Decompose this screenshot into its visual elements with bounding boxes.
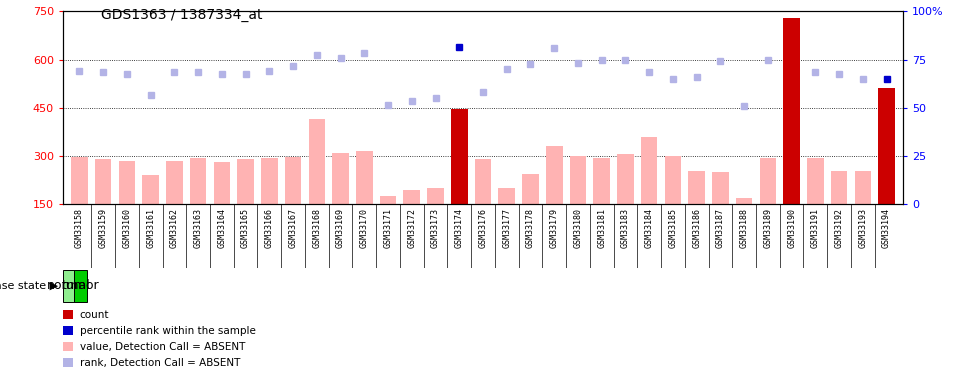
Bar (166, 161, 183, 204)
Bar (356, 151, 373, 204)
Bar (712, 172, 728, 204)
Bar (63, 270, 73, 302)
Text: GSM33189: GSM33189 (763, 208, 773, 248)
Bar (689, 171, 705, 204)
Text: GSM33191: GSM33191 (810, 208, 820, 248)
Text: GSM33160: GSM33160 (123, 208, 131, 248)
Text: GSM33161: GSM33161 (146, 208, 156, 248)
Bar (95, 159, 111, 204)
Text: GSM33184: GSM33184 (644, 208, 654, 248)
Text: GSM33170: GSM33170 (359, 208, 369, 248)
Bar (736, 198, 753, 204)
Text: GSM33165: GSM33165 (242, 208, 250, 248)
Bar (71, 157, 88, 204)
Text: percentile rank within the sample: percentile rank within the sample (79, 326, 256, 336)
Text: GSM33181: GSM33181 (597, 208, 607, 248)
Bar (451, 110, 468, 204)
Bar (855, 171, 871, 204)
Bar (119, 161, 135, 204)
Bar (308, 119, 326, 204)
Bar (783, 18, 800, 204)
Text: GSM33194: GSM33194 (882, 208, 891, 248)
Text: GSM33185: GSM33185 (668, 208, 677, 248)
Bar (213, 162, 230, 204)
Bar (63, 358, 73, 367)
Text: GSM33168: GSM33168 (312, 208, 322, 248)
Bar (189, 158, 207, 204)
Bar (380, 196, 396, 204)
Bar (831, 171, 847, 204)
Bar (332, 153, 349, 204)
Text: GSM33164: GSM33164 (217, 208, 226, 248)
Bar (759, 158, 777, 204)
Bar (404, 190, 420, 204)
Bar (878, 88, 895, 204)
Text: GSM33183: GSM33183 (621, 208, 630, 248)
Bar (665, 156, 681, 204)
Text: GSM33179: GSM33179 (550, 208, 558, 248)
Text: GSM33167: GSM33167 (289, 208, 298, 248)
Bar (617, 154, 634, 204)
Text: GSM33162: GSM33162 (170, 208, 179, 248)
Text: GSM33180: GSM33180 (574, 208, 582, 248)
Text: GSM33190: GSM33190 (787, 208, 796, 248)
Text: count: count (79, 310, 109, 321)
Bar (474, 159, 492, 204)
Bar (238, 159, 254, 204)
Text: GSM33192: GSM33192 (835, 208, 843, 248)
Text: tumor: tumor (62, 279, 99, 292)
Text: normal: normal (46, 279, 90, 292)
Bar (285, 157, 301, 204)
Bar (640, 137, 658, 204)
Text: GSM33166: GSM33166 (265, 208, 273, 248)
Text: GSM33176: GSM33176 (478, 208, 488, 248)
Bar (261, 158, 277, 204)
Bar (73, 270, 87, 302)
Bar (523, 174, 539, 204)
Text: disease state ▶: disease state ▶ (0, 281, 58, 291)
Text: value, Detection Call = ABSENT: value, Detection Call = ABSENT (79, 342, 245, 352)
Bar (498, 188, 515, 204)
Bar (807, 158, 824, 204)
Text: GSM33186: GSM33186 (693, 208, 701, 248)
Bar (546, 147, 562, 204)
Text: GSM33159: GSM33159 (99, 208, 107, 248)
Text: GSM33188: GSM33188 (740, 208, 749, 248)
Text: GSM33193: GSM33193 (859, 208, 867, 248)
Bar (63, 310, 73, 319)
Text: rank, Detection Call = ABSENT: rank, Detection Call = ABSENT (79, 358, 241, 368)
Text: GDS1363 / 1387334_at: GDS1363 / 1387334_at (101, 8, 263, 21)
Bar (427, 188, 443, 204)
Bar (142, 176, 159, 204)
Text: GSM33187: GSM33187 (716, 208, 724, 248)
Bar (63, 342, 73, 351)
Bar (593, 158, 610, 204)
Text: GSM33174: GSM33174 (455, 208, 464, 248)
Text: GSM33177: GSM33177 (502, 208, 511, 248)
Text: GSM33158: GSM33158 (75, 208, 84, 248)
Bar (570, 156, 586, 204)
Text: GSM33163: GSM33163 (193, 208, 203, 248)
Text: GSM33171: GSM33171 (384, 208, 392, 248)
Text: GSM33169: GSM33169 (336, 208, 345, 248)
Bar (63, 326, 73, 335)
Text: GSM33172: GSM33172 (408, 208, 416, 248)
Text: GSM33173: GSM33173 (431, 208, 440, 248)
Text: GSM33178: GSM33178 (526, 208, 535, 248)
